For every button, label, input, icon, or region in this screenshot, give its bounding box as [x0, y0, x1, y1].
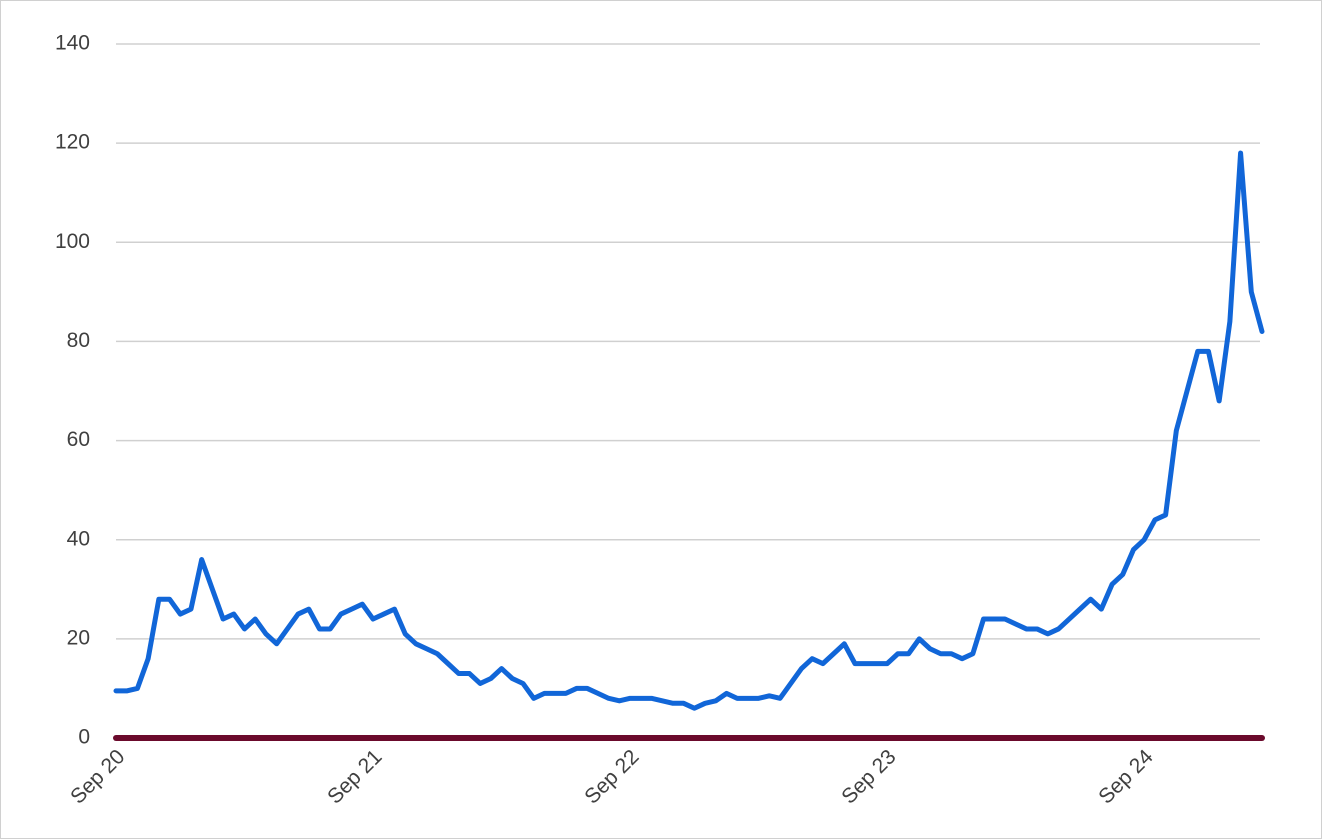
y-tick-label: 0 — [78, 726, 90, 749]
y-tick-label: 140 — [55, 32, 90, 55]
y-tick-label: 100 — [55, 230, 90, 253]
y-tick-label: 40 — [67, 527, 90, 550]
y-tick-label: 120 — [55, 131, 90, 154]
y-tick-label: 80 — [67, 329, 90, 352]
y-tick-label: 20 — [67, 626, 90, 649]
y-tick-label: 60 — [67, 428, 90, 451]
data-line — [113, 150, 1265, 711]
